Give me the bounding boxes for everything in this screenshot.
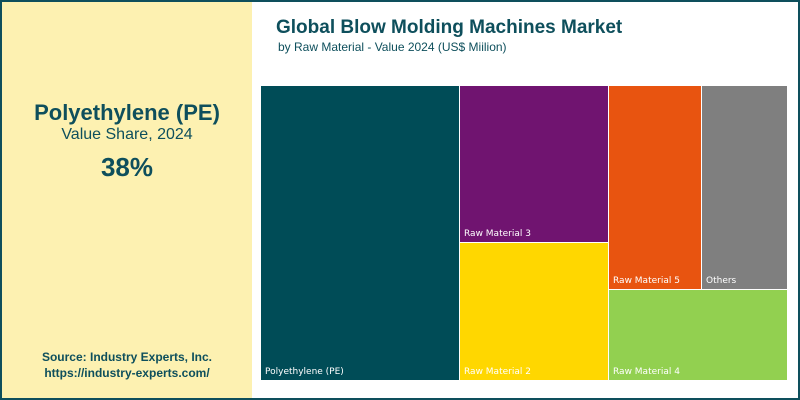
treemap-label-raw-material-2: Raw Material 2 xyxy=(464,367,531,377)
treemap-label-raw-material-4: Raw Material 4 xyxy=(613,367,680,377)
treemap-cell-raw-material-2 xyxy=(460,243,608,380)
treemap-chart: Polyethylene (PE) Raw Material 3 Raw Mater… xyxy=(261,86,787,380)
treemap-cell-others xyxy=(702,86,787,289)
treemap-cell-raw-material-3 xyxy=(460,86,608,242)
treemap-label-raw-material-5: Raw Material 5 xyxy=(613,276,680,286)
highlight-panel: Polyethylene (PE) Value Share, 2024 38% … xyxy=(2,2,252,398)
highlight-value: 38% xyxy=(100,152,154,182)
source-url: https://industry-experts.com/ xyxy=(44,366,210,380)
chart-subtitle: by Raw Material - Value 2024 (US$ Miilio… xyxy=(278,40,507,54)
treemap-label-others: Others xyxy=(706,276,737,286)
highlight-name: Polyethylene (PE) xyxy=(34,100,220,125)
highlight-subtitle: Value Share, 2024 xyxy=(61,126,193,143)
treemap-label-raw-material-3: Raw Material 3 xyxy=(464,229,531,239)
treemap-cell-raw-material-5 xyxy=(609,86,701,289)
treemap-cell-raw-material-4 xyxy=(609,290,787,380)
treemap-label-polyethylene-pe: Polyethylene (PE) xyxy=(265,367,344,377)
chart-title: Global Blow Molding Machines Market xyxy=(276,17,623,38)
source-text: Source: Industry Experts, Inc. xyxy=(41,350,213,364)
treemap-cell-polyethylene-pe xyxy=(261,86,459,380)
